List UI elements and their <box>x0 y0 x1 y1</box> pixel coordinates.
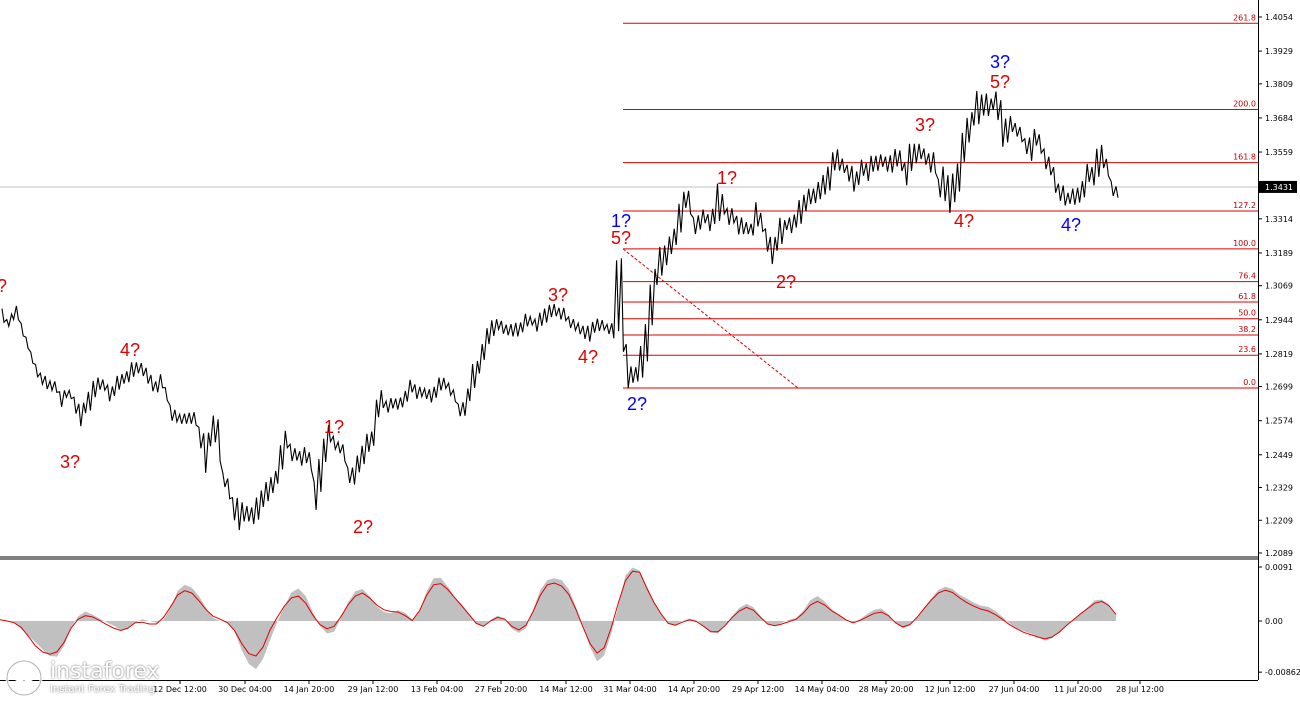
time-tick-label: 29 Apr 12:00 <box>732 685 784 694</box>
wave-label: 3? <box>915 115 935 135</box>
wave-labels: ?3?4?1?2?3?4?1?5?2?1?2?3?4?3?5?4? <box>0 52 1081 537</box>
fib-level-label: 261.8 <box>1233 13 1256 22</box>
main-price-pane <box>0 0 1259 681</box>
price-tick-label: 1.3314 <box>1265 215 1293 224</box>
wave-label: 3? <box>60 452 80 472</box>
wave-label: 1? <box>324 417 344 437</box>
price-tick-label: 1.3069 <box>1265 282 1293 291</box>
time-tick-label: 14 May 04:00 <box>795 685 850 694</box>
oscillator-histogram <box>0 567 1116 670</box>
time-tick-label: 27 Jun 04:00 <box>989 685 1040 694</box>
fib-level-label: 76.4 <box>1238 272 1256 281</box>
fib-level-label: 38.2 <box>1238 325 1256 334</box>
oscillator-signal-line <box>0 570 1117 657</box>
wave-label: 1? <box>717 168 737 188</box>
fib-level-label: 61.8 <box>1238 292 1256 301</box>
fib-level-label: 200.0 <box>1233 99 1256 108</box>
price-tick-label: 1.4054 <box>1265 13 1293 22</box>
wave-label: 3? <box>990 52 1010 72</box>
wave-label: 4? <box>1061 215 1081 235</box>
price-tick-label: 1.2089 <box>1265 549 1293 558</box>
price-tick-label: 1.2449 <box>1265 451 1293 460</box>
wave-label: 4? <box>120 340 140 360</box>
axes: 1.40541.39291.38091.36841.35591.34391.33… <box>153 13 1300 694</box>
wave-label: 2? <box>776 272 796 292</box>
oscillator-pane <box>0 567 1117 670</box>
price-tick-label: 1.3684 <box>1265 114 1293 123</box>
time-tick-label: 28 May 20:00 <box>859 685 914 694</box>
instaforex-logo-icon <box>4 658 44 698</box>
wave-label: 5? <box>611 228 631 248</box>
fib-level-label: 50.0 <box>1238 309 1256 318</box>
price-tick-label: 1.3929 <box>1265 47 1293 56</box>
fib-level-label: 161.8 <box>1233 153 1256 162</box>
price-tick-label: 1.2209 <box>1265 516 1293 525</box>
current-price-box <box>1259 180 1297 193</box>
time-tick-label: 31 Mar 04:00 <box>603 685 656 694</box>
fib-trendline <box>622 248 799 389</box>
price-tick-label: 1.2574 <box>1265 417 1293 426</box>
fib-level-label: 0.0 <box>1243 378 1256 387</box>
wave-label: 5? <box>990 72 1010 92</box>
time-tick-label: 14 Mar 12:00 <box>539 685 592 694</box>
time-tick-label: 12 Jun 12:00 <box>925 685 976 694</box>
wave-label: 2? <box>627 394 647 414</box>
price-line <box>1 90 1119 531</box>
fib-level-label: 127.2 <box>1233 201 1256 210</box>
price-tick-label: 1.2819 <box>1265 350 1293 359</box>
fib-level-label: 100.0 <box>1233 239 1256 248</box>
time-tick-label: 14 Apr 20:00 <box>668 685 720 694</box>
time-tick-label: 28 Jul 12:00 <box>1116 685 1164 694</box>
wave-label: 4? <box>578 347 598 367</box>
price-series <box>1 90 1119 531</box>
price-tick-label: 1.3189 <box>1265 249 1293 258</box>
time-tick-label: 13 Feb 04:00 <box>411 685 463 694</box>
wave-label: 3? <box>548 285 568 305</box>
brand-logo: instaforex Instant Forex Trading <box>0 655 180 700</box>
osc-tick-label: 0.0091 <box>1265 563 1293 572</box>
brand-name: instaforex <box>50 658 160 684</box>
wave-label: ? <box>0 276 7 296</box>
fibonacci-retracement: 261.8 200.0 161.8 127.2 100.0 76.4 61.8 50.0 38.… <box>622 13 1258 389</box>
price-tick-label: 1.2329 <box>1265 484 1293 493</box>
osc-tick-label: 0.00 <box>1265 617 1283 626</box>
time-tick-label: 11 Jul 20:00 <box>1054 685 1102 694</box>
time-tick-label: 12 Dec 12:00 <box>153 685 207 694</box>
price-tick-label: 1.3809 <box>1265 80 1293 89</box>
current-price-label: 1.3431 <box>1265 183 1293 192</box>
brand-tagline: Instant Forex Trading <box>50 683 156 695</box>
wave-label: 2? <box>353 517 373 537</box>
price-tick-label: 1.2944 <box>1265 316 1293 325</box>
wave-label: 1? <box>611 211 631 231</box>
time-tick-label: 14 Jan 20:00 <box>284 685 335 694</box>
price-tick-label: 1.2699 <box>1265 383 1293 392</box>
time-tick-label: 30 Dec 04:00 <box>218 685 272 694</box>
time-tick-label: 27 Feb 20:00 <box>475 685 527 694</box>
fib-level-label: 23.6 <box>1238 345 1256 354</box>
time-tick-label: 29 Jan 12:00 <box>348 685 399 694</box>
price-tick-label: 1.3559 <box>1265 148 1293 157</box>
wave-label: 4? <box>954 211 974 231</box>
osc-tick-label: -0.00862 <box>1265 668 1300 677</box>
